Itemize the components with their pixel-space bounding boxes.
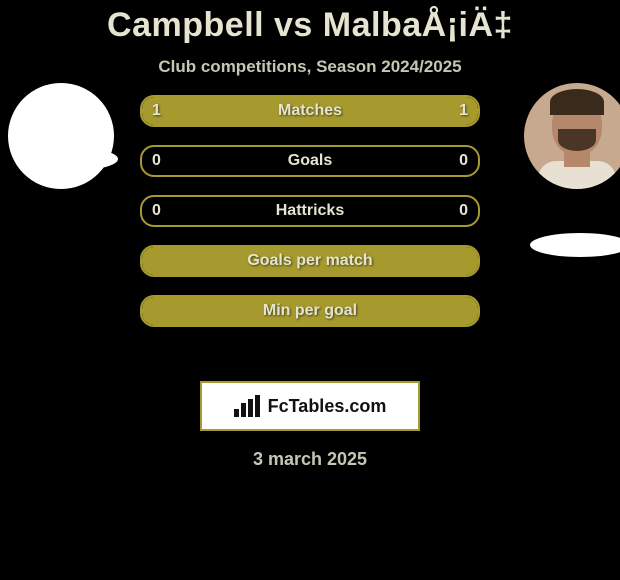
comparison-area: 11Matches 00Goals 00Hattricks Goals per mat… [0, 95, 620, 375]
stat-bars: 11Matches 00Goals 00Hattricks Goals per mat… [140, 95, 480, 345]
fctables-logo[interactable]: FcTables.com [200, 381, 420, 431]
stat-label: Hattricks [142, 197, 478, 225]
team-left-badge [20, 147, 118, 171]
stat-label: Min per goal [142, 297, 478, 325]
subtitle: Club competitions, Season 2024/2025 [0, 57, 620, 77]
stat-row: Goals per match [140, 245, 480, 277]
stat-row: Min per goal [140, 295, 480, 327]
stat-label: Goals [142, 147, 478, 175]
stat-row: 00Goals [140, 145, 480, 177]
stat-row: 00Hattricks [140, 195, 480, 227]
stat-label: Matches [142, 97, 478, 125]
stat-label: Goals per match [142, 247, 478, 275]
chart-icon [234, 395, 262, 417]
fctables-logo-text: FcTables.com [268, 396, 387, 417]
page-title: Campbell vs MalbaÅ¡iÄ‡ [0, 6, 620, 45]
player-left-avatar [8, 83, 114, 189]
stat-row: 11Matches [140, 95, 480, 127]
team-right-badge [530, 233, 620, 257]
player-right-avatar [524, 83, 620, 189]
date-text: 3 march 2025 [0, 449, 620, 470]
